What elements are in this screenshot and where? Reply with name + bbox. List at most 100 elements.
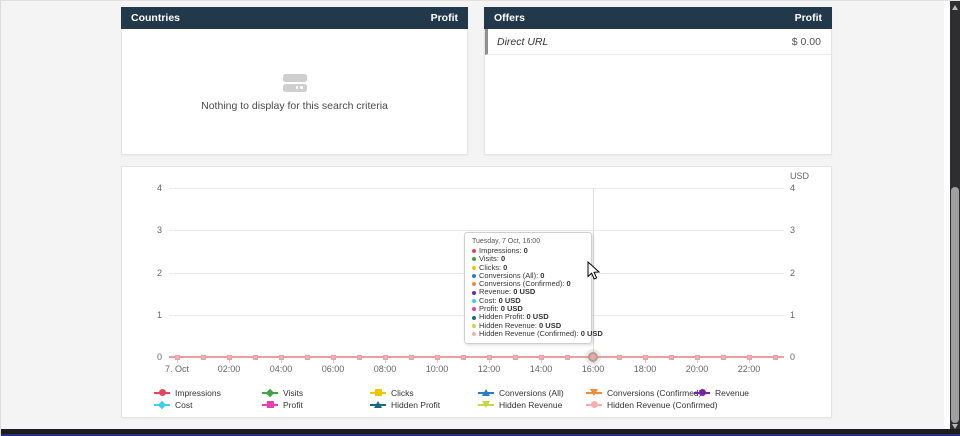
- no-data-icon-bottom-bar: [282, 83, 307, 92]
- x-axis-tick-label: 22:00: [737, 364, 761, 374]
- data-point-marker: [200, 354, 206, 360]
- offers-panel-header: Offers Profit: [484, 7, 832, 29]
- legend-symbol: [586, 400, 602, 409]
- countries-profit-column-header: Profit: [430, 12, 458, 24]
- data-point-marker: [304, 354, 310, 360]
- tooltip-series-bullet-icon: [472, 290, 476, 295]
- data-point-marker: [668, 354, 674, 360]
- chart-tooltip: Tuesday, 7 Oct, 16:00 Impressions: 0 Visi…: [464, 232, 603, 345]
- legend-label: Revenue: [715, 387, 750, 398]
- x-axis-tick-label: 08:00: [373, 364, 397, 374]
- empty-state-message: Nothing to display for this search crite…: [201, 99, 388, 112]
- legend-label: Hidden Revenue: [499, 399, 563, 410]
- legend-item-conversions-all[interactable]: Conversions (All): [478, 387, 564, 398]
- tooltip-metric-text: Conversions (Confirmed): 0: [479, 279, 571, 289]
- data-point-marker: [460, 354, 466, 360]
- data-point-marker: [512, 354, 518, 360]
- legend-marker-square-icon: [374, 389, 382, 396]
- tooltip-metric-text: Hidden Profit: 0 USD: [479, 312, 549, 322]
- legend-item-hidden-profit[interactable]: Hidden Profit: [370, 399, 440, 410]
- no-data-icon-top-bar: [282, 73, 307, 82]
- x-axis-tick-mark: [489, 358, 490, 363]
- tooltip-metric-text: Cost: 0 USD: [479, 295, 521, 305]
- x-axis-tick-label: 04:00: [269, 364, 293, 374]
- x-axis-tick-mark: [333, 358, 334, 363]
- legend-symbol: [262, 400, 278, 409]
- y-axis-tick-label-left: 3: [156, 225, 162, 236]
- data-point-marker: [642, 354, 648, 360]
- tooltip-metric-row: Clicks: 0: [472, 263, 584, 272]
- tooltip-metric-text: Impressions: 0: [479, 246, 528, 255]
- vertical-scrollbar[interactable]: [950, 1, 960, 436]
- x-axis-tick-mark: [749, 358, 750, 363]
- tooltip-metric-text: Profit: 0 USD: [479, 304, 523, 314]
- x-axis-tick-mark: [437, 358, 438, 363]
- tooltip-metric-row: Conversions (All): 0: [472, 270, 584, 280]
- x-axis-tick-label: 14:00: [529, 364, 553, 374]
- scrollbar-thumb[interactable]: [951, 187, 959, 423]
- legend-symbol: [478, 388, 494, 397]
- data-point-marker: [486, 354, 492, 360]
- tooltip-metric-row: Hidden Profit: 0 USD: [472, 313, 584, 321]
- data-point-marker: [746, 354, 752, 360]
- y-gridline: [169, 230, 784, 232]
- data-point-marker: [382, 354, 388, 360]
- legend-symbol: [154, 388, 170, 397]
- tooltip-metric-row: Profit: 0 USD: [472, 304, 584, 314]
- offer-row-direct-url[interactable]: Direct URL $ 0.00: [485, 29, 831, 55]
- tooltip-metric-row: Conversions (Confirmed): 0: [472, 279, 584, 289]
- data-point-marker: [278, 354, 284, 360]
- hovered-data-point[interactable]: [588, 352, 598, 362]
- x-axis-tick-label: 12:00: [477, 364, 501, 374]
- legend-label: Profit: [283, 399, 303, 410]
- countries-empty-state: Nothing to display for this search crite…: [122, 29, 467, 154]
- window-bottom-edge: [1, 429, 960, 436]
- tooltip-metric-text: Hidden Revenue: 0 USD: [479, 320, 562, 330]
- tooltip-series-bullet-icon: [472, 282, 476, 287]
- y-axis-tick-label-right: 4: [790, 183, 796, 193]
- tooltip-series-bullet-icon: [472, 307, 476, 312]
- scrollbar-up-arrow-icon[interactable]: [951, 5, 958, 10]
- data-point-marker: [434, 354, 440, 360]
- tooltip-series-bullet-icon: [472, 249, 476, 254]
- legend-item-visits[interactable]: Visits: [262, 387, 303, 398]
- chart-plot-area: USD Tuesday, 7 Oct, 16:00 Impressions: 0…: [122, 167, 833, 419]
- x-axis-tick-label: 06:00: [321, 364, 345, 374]
- legend-label: Conversions (All): [499, 387, 564, 398]
- y-axis-tick-label-right: 2: [790, 267, 796, 278]
- legend-item-impressions[interactable]: Impressions: [154, 387, 221, 398]
- data-point-marker: [174, 354, 180, 360]
- legend-item-hidden-revenue-confirmed[interactable]: Hidden Revenue (Confirmed): [586, 399, 718, 410]
- offer-name[interactable]: Direct URL: [497, 35, 549, 48]
- legend-item-hidden-revenue[interactable]: Hidden Revenue: [478, 399, 562, 410]
- data-point-marker: [356, 354, 362, 360]
- scrollbar-down-arrow-icon[interactable]: [951, 424, 958, 429]
- legend-symbol: [262, 388, 278, 397]
- legend-item-revenue[interactable]: Revenue: [694, 387, 749, 398]
- legend-item-clicks[interactable]: Clicks: [370, 387, 414, 398]
- x-axis-tick-label: 16:00: [581, 364, 605, 374]
- offer-profit-value: $ 0.00: [791, 35, 821, 48]
- y-axis-tick-label-left: 2: [156, 267, 162, 278]
- legend-label: Cost: [175, 399, 193, 410]
- tooltip-metric-row: Cost: 0 USD: [472, 295, 584, 305]
- legend-item-conversions-confirmed[interactable]: Conversions (Confirmed): [586, 387, 701, 398]
- data-point-marker: [330, 354, 336, 360]
- tooltip-metric-row: Hidden Revenue: 0 USD: [472, 320, 584, 330]
- x-axis-tick-mark: [281, 358, 282, 363]
- legend-symbol: [370, 400, 386, 409]
- legend-label: Visits: [283, 387, 304, 398]
- tooltip-metric-text: Conversions (All): 0: [479, 270, 545, 280]
- legend-label: Impressions: [175, 387, 221, 398]
- x-axis-tick-mark: [385, 358, 386, 363]
- legend-symbol: [694, 388, 710, 397]
- legend-item-cost[interactable]: Cost: [154, 399, 192, 410]
- legend-marker-triangle-down-icon: [590, 389, 598, 396]
- tooltip-metric-row: Revenue: 0 USD: [472, 288, 584, 296]
- legend-label: Clicks: [391, 387, 414, 398]
- countries-panel-header: Countries Profit: [121, 7, 468, 29]
- y-axis-tick-label-left: 4: [156, 183, 162, 193]
- legend-marker-diamond-icon: [265, 388, 275, 397]
- x-axis-tick-mark: [177, 358, 178, 363]
- legend-item-profit[interactable]: Profit: [262, 399, 303, 410]
